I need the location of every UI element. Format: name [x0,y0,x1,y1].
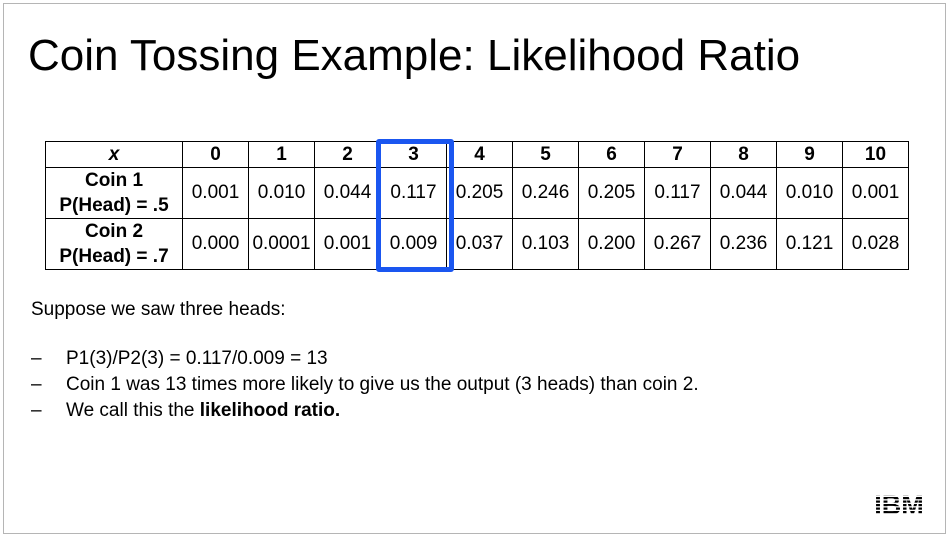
table-row-coin-1: Coin 1 P(Head) = .5 0.001 0.010 0.044 0.1… [45,167,909,219]
slide-title: Coin Tossing Example: Likelihood Ratio [28,31,801,80]
table-cell: 0.028 [842,218,909,270]
table-cell: 0.000 [182,218,249,270]
header-x: x [45,141,183,168]
table-cell: 0.044 [710,167,777,219]
table-cell: 0.001 [314,218,381,270]
table-cell: 0.121 [776,218,843,270]
bullet-bold-text: likelihood ratio. [199,400,341,421]
column-header: 9 [776,141,843,168]
table-cell: 0.117 [644,167,711,219]
table-cell: 0.001 [182,167,249,219]
table-cell: 0.001 [842,167,909,219]
column-header: 5 [512,141,579,168]
table-cell: 0.103 [512,218,579,270]
table-cell: 0.267 [644,218,711,270]
table-cell: 0.037 [446,218,513,270]
table-cell: 0.010 [776,167,843,219]
table-cell: 0.010 [248,167,315,219]
bullet-text: Coin 1 was 13 times more likely to give … [66,374,699,395]
table-row-coin-2: Coin 2 P(Head) = .7 0.000 0.0001 0.001 0.… [45,218,909,270]
column-header: 6 [578,141,645,168]
row-label: Coin 2 [84,221,144,242]
dash-bullet: – [31,374,42,395]
table-cell: 0.246 [512,167,579,219]
table-cell: 0.200 [578,218,645,270]
bullet-list: – P1(3)/P2(3) = 0.117/0.009 = 13 – Coin 1 … [31,349,699,427]
list-item: – P1(3)/P2(3) = 0.117/0.009 = 13 [31,349,699,375]
list-item: – We call this the likelihood ratio. [31,401,699,427]
table-cell: 0.205 [578,167,645,219]
row-label: Coin 1 [84,170,144,191]
highlight-column-box [376,139,454,272]
row-header-coin-1: Coin 1 P(Head) = .5 [45,167,183,219]
row-header-coin-2: Coin 2 P(Head) = .7 [45,218,183,270]
intro-text: Suppose we saw three heads: [31,299,286,320]
row-sublabel: P(Head) = .7 [59,246,169,267]
column-header: 10 [842,141,909,168]
bullet-text: P1(3)/P2(3) = 0.117/0.009 = 13 [66,348,328,369]
ibm-logo-icon: IBM [874,490,924,518]
column-header: 4 [446,141,513,168]
list-item: – Coin 1 was 13 times more likely to give… [31,375,699,401]
table-cell: 0.205 [446,167,513,219]
table-header-row: x 0 1 2 3 4 5 6 7 8 9 10 [45,141,909,168]
column-header: 7 [644,141,711,168]
table-cell: 0.236 [710,218,777,270]
dash-bullet: – [31,400,42,421]
slide: Coin Tossing Example: Likelihood Ratio x… [3,3,946,534]
bullet-text: We call this the [66,400,200,421]
column-header: 2 [314,141,381,168]
table-cell: 0.0001 [248,218,315,270]
column-header: 1 [248,141,315,168]
row-sublabel: P(Head) = .5 [59,195,169,216]
table-cell: 0.044 [314,167,381,219]
column-header: 0 [182,141,249,168]
logo-text: IBM [874,490,924,518]
column-header: 8 [710,141,777,168]
dash-bullet: – [31,348,42,369]
probability-table: x 0 1 2 3 4 5 6 7 8 9 10 Coin 1 P(Head) =… [45,141,909,270]
